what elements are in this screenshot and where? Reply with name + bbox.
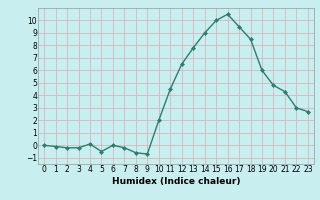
X-axis label: Humidex (Indice chaleur): Humidex (Indice chaleur) <box>112 177 240 186</box>
